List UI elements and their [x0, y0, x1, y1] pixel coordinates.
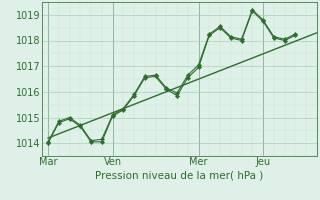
- X-axis label: Pression niveau de la mer( hPa ): Pression niveau de la mer( hPa ): [95, 170, 263, 180]
